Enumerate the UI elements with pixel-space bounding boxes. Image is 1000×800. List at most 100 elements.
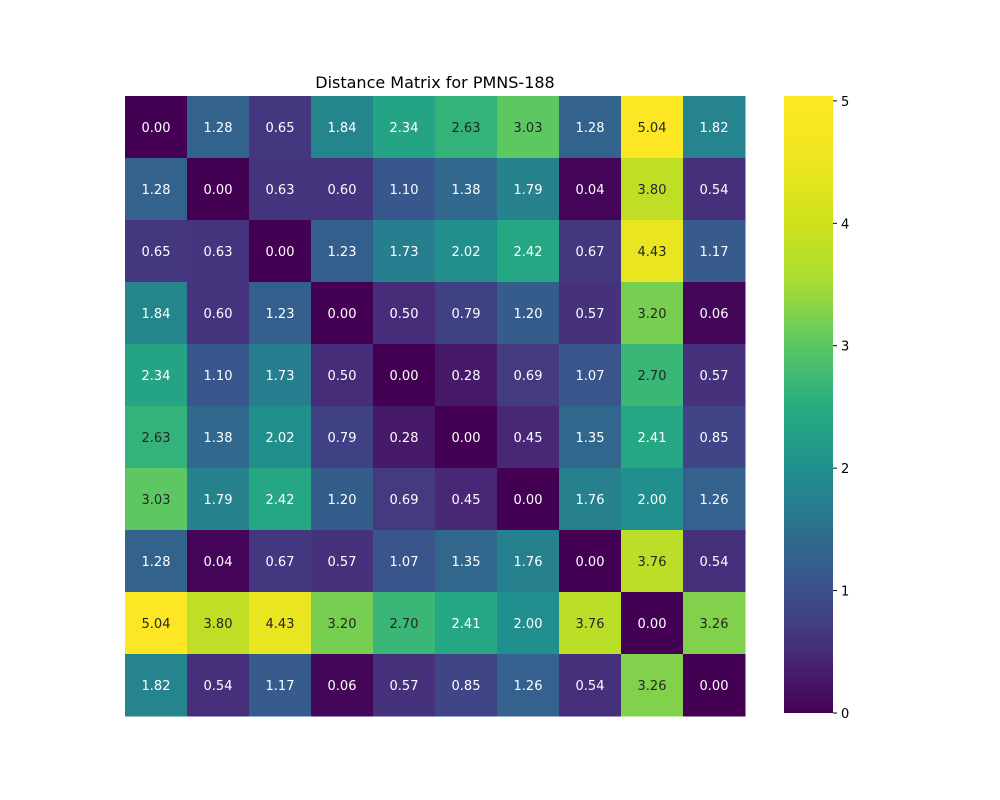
cell-value-label: 0.50 <box>328 369 357 384</box>
colorbar: 0 1 2 3 4 5 <box>784 95 849 722</box>
heatmap-cell <box>497 96 560 159</box>
heatmap-cell <box>497 468 560 531</box>
cell-value-label: 2.63 <box>452 121 481 136</box>
heatmap-cell <box>559 468 622 531</box>
heatmap-cell <box>621 282 684 345</box>
cell-value-label: 2.00 <box>638 493 667 508</box>
heatmap-cell <box>311 468 374 531</box>
heatmap-cell <box>683 592 746 655</box>
heatmap-cell <box>435 158 498 221</box>
heatmap-cell <box>497 344 560 407</box>
cell-value-label: 1.10 <box>204 369 233 384</box>
heatmap-cell <box>683 654 746 717</box>
heatmap-cells <box>125 96 746 717</box>
heatmap-cell <box>435 406 498 469</box>
colorbar-tick-label: 3 <box>841 340 849 355</box>
cell-value-label: 1.10 <box>390 183 419 198</box>
heatmap-cell <box>559 344 622 407</box>
cell-value-label: 0.57 <box>700 369 729 384</box>
heatmap-cell <box>683 468 746 531</box>
cell-value-label: 2.70 <box>390 617 419 632</box>
heatmap-cell <box>187 468 250 531</box>
heatmap-cell <box>249 468 312 531</box>
heatmap-cell <box>187 96 250 159</box>
heatmap-cell <box>125 468 188 531</box>
heatmap-cell <box>435 344 498 407</box>
cell-value-label: 0.28 <box>390 431 419 446</box>
heatmap-cell <box>497 530 560 593</box>
cell-value-label: 0.00 <box>328 307 357 322</box>
cell-value-label: 1.07 <box>576 369 605 384</box>
heatmap-cell <box>621 158 684 221</box>
cell-value-label: 5.04 <box>142 617 171 632</box>
heatmap-cell <box>249 530 312 593</box>
cell-value-label: 5.04 <box>638 121 667 136</box>
heatmap-annotations: 0.00 1.28 0.65 1.84 2.34 2.63 3.03 1.28 5.04 1.82… <box>142 121 729 694</box>
cell-value-label: 0.28 <box>452 369 481 384</box>
heatmap-cell <box>373 530 436 593</box>
cell-value-label: 0.63 <box>266 183 295 198</box>
heatmap-cell <box>311 530 374 593</box>
heatmap-cell <box>497 220 560 283</box>
heatmap-cell <box>373 654 436 717</box>
cell-value-label: 1.28 <box>204 121 233 136</box>
cell-value-label: 2.02 <box>266 431 295 446</box>
cell-value-label: 1.28 <box>142 555 171 570</box>
cell-value-label: 0.57 <box>390 679 419 694</box>
cell-value-label: 0.54 <box>576 679 605 694</box>
cell-value-label: 1.17 <box>266 679 295 694</box>
cell-value-label: 2.02 <box>452 245 481 260</box>
heatmap-cell <box>621 468 684 531</box>
heatmap-cell <box>373 282 436 345</box>
colorbar-tick-label: 4 <box>841 217 849 232</box>
cell-value-label: 1.73 <box>390 245 419 260</box>
cell-value-label: 2.42 <box>514 245 543 260</box>
cell-value-label: 0.00 <box>700 679 729 694</box>
cell-value-label: 4.43 <box>638 245 667 260</box>
heatmap-cell <box>683 96 746 159</box>
heatmap-cell <box>373 406 436 469</box>
heatmap-cell <box>311 592 374 655</box>
cell-value-label: 0.00 <box>142 121 171 136</box>
cell-value-label: 1.82 <box>700 121 729 136</box>
heatmap-cell <box>435 96 498 159</box>
cell-value-label: 0.85 <box>452 679 481 694</box>
cell-value-label: 1.38 <box>452 183 481 198</box>
heatmap-cell <box>497 282 560 345</box>
heatmap-cell <box>373 158 436 221</box>
heatmap-cell <box>683 158 746 221</box>
cell-value-label: 3.20 <box>638 307 667 322</box>
cell-value-label: 0.00 <box>514 493 543 508</box>
heatmap-cell <box>187 406 250 469</box>
cell-value-label: 0.65 <box>266 121 295 136</box>
heatmap-cell <box>249 654 312 717</box>
heatmap-cell <box>559 654 622 717</box>
heatmap-cell <box>683 220 746 283</box>
heatmap-cell <box>311 158 374 221</box>
heatmap-cell <box>249 406 312 469</box>
cell-value-label: 3.80 <box>638 183 667 198</box>
cell-value-label: 0.54 <box>700 555 729 570</box>
heatmap-cell <box>621 592 684 655</box>
heatmap-cell <box>125 220 188 283</box>
heatmap-cell <box>683 530 746 593</box>
cell-value-label: 1.82 <box>142 679 171 694</box>
cell-value-label: 0.65 <box>142 245 171 260</box>
heatmap-cell <box>497 654 560 717</box>
cell-value-label: 0.79 <box>452 307 481 322</box>
heatmap-cell <box>621 344 684 407</box>
heatmap-cell <box>435 282 498 345</box>
cell-value-label: 3.76 <box>576 617 605 632</box>
heatmap-cell <box>559 530 622 593</box>
heatmap-cell <box>621 406 684 469</box>
cell-value-label: 1.79 <box>204 493 233 508</box>
cell-value-label: 1.23 <box>266 307 295 322</box>
cell-value-label: 3.26 <box>638 679 667 694</box>
heatmap-cell <box>311 654 374 717</box>
cell-value-label: 1.28 <box>142 183 171 198</box>
heatmap-cell <box>621 530 684 593</box>
heatmap-cell <box>683 406 746 469</box>
cell-value-label: 2.34 <box>390 121 419 136</box>
